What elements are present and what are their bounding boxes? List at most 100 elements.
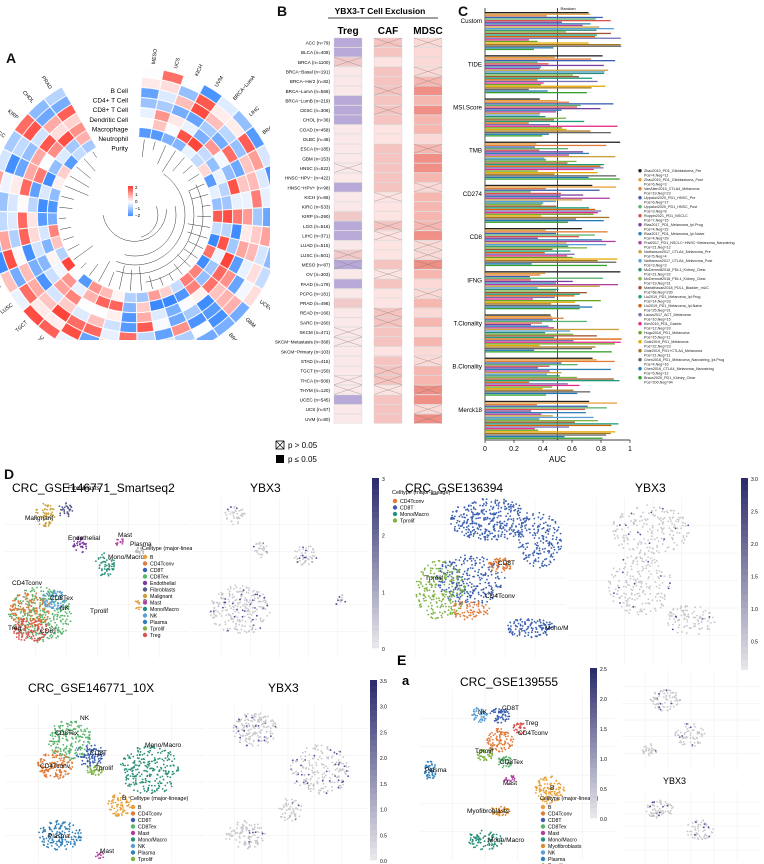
- umap-point: [121, 542, 124, 545]
- umap-point: [456, 506, 459, 508]
- umap-point: [161, 775, 164, 778]
- expression-point: [682, 516, 685, 519]
- umap-point: [497, 536, 500, 538]
- umap-point: [167, 751, 170, 754]
- umap-point: [550, 547, 553, 549]
- umap-point: [43, 775, 46, 777]
- expression-point: [241, 615, 244, 618]
- umap-point: [547, 530, 550, 533]
- heatmap-cell: [36, 254, 53, 273]
- umap-point: [434, 564, 437, 567]
- legend-dot: [638, 241, 642, 245]
- umap-point: [50, 636, 53, 639]
- umap-point: [439, 606, 442, 609]
- row-label: KICH (n=66): [304, 195, 330, 200]
- nonsig-cross: [413, 385, 443, 395]
- expression-point: [262, 600, 265, 603]
- heatmap-cell: [201, 276, 219, 294]
- nonsig-cross: [333, 337, 363, 347]
- umap-point: [441, 565, 444, 568]
- dendrogram-branch: [188, 183, 205, 192]
- legend-dot: [638, 358, 642, 362]
- umap-point: [52, 754, 55, 757]
- umap-point: [557, 545, 560, 548]
- umap-point: [433, 572, 436, 575]
- expression-point: [649, 585, 652, 588]
- expression-point: [236, 512, 239, 515]
- umap-point: [510, 525, 513, 528]
- umap-point: [164, 757, 167, 760]
- heatmap-cell: [205, 156, 221, 174]
- auc-bar: [485, 202, 544, 204]
- umap-point: [556, 542, 559, 545]
- umap-point: [63, 769, 66, 772]
- umap-point: [541, 624, 543, 627]
- umap-point: [557, 526, 560, 529]
- umap-point: [508, 528, 511, 531]
- expression-point: [608, 586, 610, 589]
- legend-text: Pos=3,Neg=8: [644, 210, 667, 214]
- umap-point: [492, 535, 495, 538]
- umap-point: [536, 532, 539, 534]
- expression-point: [256, 596, 259, 599]
- umap-point: [423, 574, 426, 577]
- auc-bar: [485, 405, 588, 407]
- umap-point: [452, 577, 455, 579]
- umap-point: [146, 763, 149, 766]
- colorbar-segment: [128, 207, 133, 209]
- umap-point: [426, 609, 428, 612]
- heatmap-cell: [333, 308, 363, 318]
- auc-bar: [485, 200, 557, 203]
- auc-bar: [485, 384, 580, 387]
- umap-point: [25, 594, 28, 597]
- expression-point: [247, 608, 250, 611]
- legend-item: Mast: [150, 601, 162, 607]
- umap-point: [527, 634, 530, 637]
- legend-text: Mariathasan2018_PDL1_Bladder_mUC: [644, 286, 709, 290]
- expression-point: [647, 539, 650, 542]
- expression-point: [635, 557, 638, 560]
- umap-point: [136, 547, 139, 550]
- legend-text: Uppaluri2020_PD1_HNSC_Post: [644, 205, 697, 209]
- gene-title: YBX3: [635, 481, 666, 495]
- heatmap-cell: [373, 394, 403, 405]
- umap-point: [494, 499, 497, 502]
- umap-point: [491, 589, 494, 592]
- auc-bar: [485, 143, 537, 145]
- expression-point: [659, 599, 662, 602]
- heatmap-cell: [240, 191, 253, 209]
- umap-point: [467, 584, 470, 587]
- umap-point: [100, 758, 102, 760]
- umap-point: [459, 615, 462, 618]
- umap-point: [17, 632, 20, 635]
- umap-point: [53, 601, 56, 603]
- expression-point: [234, 628, 237, 631]
- auc-bar: [485, 229, 546, 231]
- expression-point: [222, 606, 224, 609]
- expression-point: [688, 626, 691, 629]
- umap-point: [147, 761, 150, 763]
- auc-bar: [485, 205, 557, 207]
- nonsig-cross: [413, 66, 443, 77]
- umap-point: [28, 604, 31, 607]
- umap-point: [153, 757, 156, 759]
- heatmap-cell: [7, 193, 19, 212]
- umap-point: [521, 630, 523, 632]
- expression-point: [233, 517, 235, 519]
- umap-point: [13, 599, 16, 602]
- expression-point: [651, 551, 653, 554]
- colorbar-segment: [372, 551, 379, 558]
- heatmap-cell: [212, 168, 227, 185]
- heatmap-cell: [105, 309, 123, 322]
- auc-bar: [485, 44, 621, 46]
- umap-point: [44, 613, 47, 616]
- umap-point: [50, 595, 53, 598]
- umap-point: [104, 571, 107, 574]
- umap-point: [13, 627, 15, 630]
- expression-point: [305, 555, 308, 558]
- expression-point: [693, 610, 695, 613]
- umap-point: [474, 587, 477, 590]
- heatmap-cell: [210, 131, 229, 151]
- heatmap-cell: [51, 303, 72, 323]
- umap-point: [474, 570, 476, 573]
